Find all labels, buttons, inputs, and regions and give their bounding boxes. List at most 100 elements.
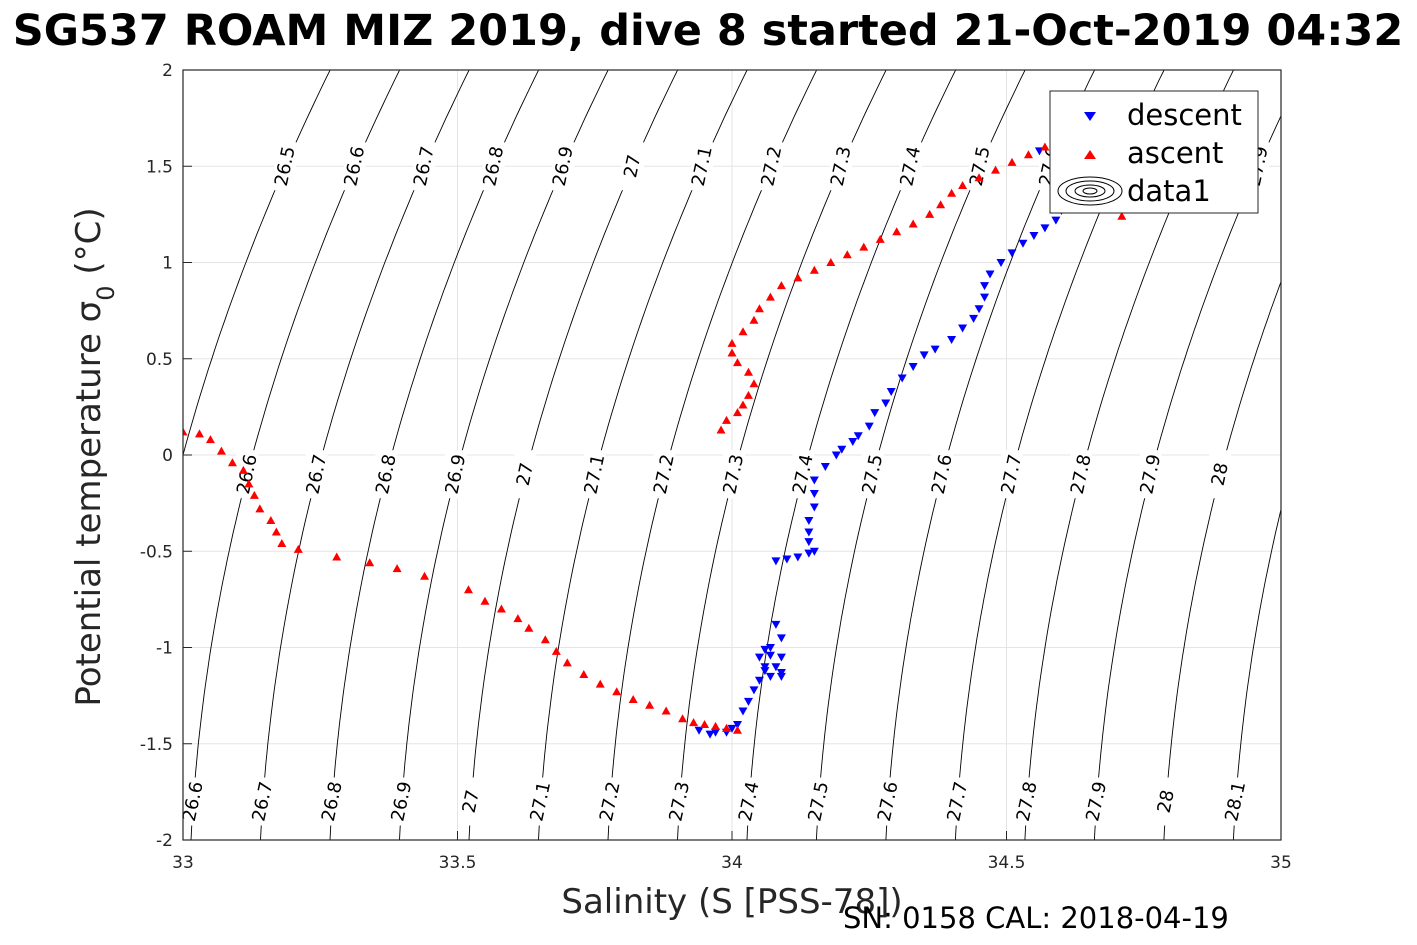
descent-point — [947, 336, 957, 344]
isopycnal-label: 26.9 — [441, 450, 470, 499]
descent-point — [897, 374, 907, 383]
descent-point — [804, 528, 814, 537]
ascent-point — [859, 242, 869, 251]
x-tick-label: 33.5 — [439, 853, 477, 873]
descent-point — [694, 726, 704, 735]
ascent-point — [793, 273, 803, 282]
ascent-point — [974, 173, 984, 182]
ascent-point — [595, 679, 605, 688]
ascent-point — [183, 427, 188, 436]
isopycnal-label: 27.6 — [928, 450, 957, 499]
descent-point — [969, 314, 979, 323]
ascent-point — [628, 694, 638, 703]
chart-title: SG537 ROAM MIZ 2019, dive 8 started 21-O… — [13, 6, 1404, 56]
isopycnal-label: 26.7 — [248, 777, 277, 826]
isopycnal-label: 27.1 — [580, 450, 609, 499]
descent-point — [853, 432, 863, 441]
ascent-point — [1023, 150, 1033, 159]
ascent-point — [722, 415, 732, 424]
isopycnal-label: 27 — [620, 142, 645, 191]
isopycnal-label: 28 — [1154, 777, 1179, 826]
ascent-point — [776, 281, 786, 290]
y-tick-label: -2 — [156, 831, 173, 851]
ascent-point — [496, 604, 506, 613]
ascent-point — [749, 315, 759, 324]
descent-point — [809, 490, 819, 498]
descent-point — [980, 282, 990, 291]
descent-point — [820, 463, 830, 472]
legend-descent-marker — [1084, 112, 1096, 121]
descent-point — [771, 663, 781, 672]
descent-point — [837, 445, 847, 454]
y-tick-label: 1 — [162, 254, 173, 274]
ascent-point — [645, 700, 655, 709]
descent-point — [765, 651, 775, 660]
descent-point — [793, 553, 803, 562]
svg-text:27: 27 — [513, 461, 538, 488]
isopycnal-label: 27 — [513, 450, 538, 499]
descent-point — [1018, 239, 1028, 248]
descent-point — [754, 676, 764, 685]
isopycnal-label: 27.5 — [804, 777, 833, 826]
descent-point — [782, 555, 792, 564]
isopycnal-label: 26.6 — [179, 777, 208, 826]
x-axis-label: Salinity (S [PSS-78]) — [561, 882, 902, 922]
ascent-point — [743, 390, 753, 399]
svg-text:27: 27 — [459, 788, 484, 815]
ascent-point — [925, 209, 935, 218]
isopycnal-label: 26.6 — [233, 450, 262, 499]
ascent-point — [738, 400, 748, 409]
isopycnal-label: 27.7 — [943, 777, 972, 826]
ascent-point — [277, 539, 287, 548]
isopycnal-label: 26.8 — [479, 142, 508, 191]
ascent-point — [661, 706, 671, 715]
isopycnal-label: 27.3 — [665, 777, 694, 826]
isopycnal-label: 28.1 — [1221, 777, 1250, 826]
descent-point — [809, 476, 819, 485]
descent-point — [732, 721, 742, 729]
isopycnal-label: 27.4 — [896, 142, 925, 191]
ascent-point — [365, 558, 375, 567]
ascent-point — [738, 327, 748, 336]
legend-ascent-label: ascent — [1127, 136, 1223, 170]
ascent-point — [936, 200, 946, 209]
ascent-point — [194, 429, 204, 438]
descent-point — [771, 557, 781, 566]
x-tick-label: 34 — [721, 853, 743, 873]
descent-point — [831, 451, 841, 460]
descent-point — [996, 259, 1006, 267]
isopycnal-label: 27.1 — [526, 777, 555, 826]
ascent-point — [238, 465, 248, 474]
descent-point — [848, 438, 858, 447]
ascent-point — [612, 687, 622, 696]
descent-point — [804, 549, 814, 558]
ascent-point — [332, 552, 342, 561]
isopycnal-label: 26.8 — [318, 777, 347, 826]
ascent-point — [875, 234, 885, 243]
ascent-point — [743, 367, 753, 376]
legend: descent ascent data1 — [1049, 90, 1259, 214]
isopycnal-label: 27.9 — [1082, 777, 1111, 826]
y-axis-label-subscript: 0 — [92, 285, 120, 300]
ascent-point — [809, 265, 819, 274]
descent-point — [985, 270, 995, 279]
isopycnal-label: 27.8 — [1013, 777, 1042, 826]
ascent-point — [249, 490, 259, 499]
ascent-point — [722, 723, 732, 732]
isopycnal-label: 26.5 — [271, 142, 300, 191]
descent-point — [974, 305, 984, 314]
ascent-point — [293, 544, 303, 553]
x-tick-label: 35 — [1270, 853, 1292, 873]
descent-point — [771, 620, 781, 629]
isopycnal-label: 28 — [1208, 450, 1233, 499]
y-axis-label-unit: (°C) — [69, 207, 109, 285]
isopycnal-label: 27.3 — [827, 142, 856, 191]
ascent-point — [842, 250, 852, 259]
ascent-point — [732, 408, 742, 417]
descent-point — [760, 645, 770, 654]
descent-point — [1040, 224, 1050, 233]
ascent-point — [732, 725, 742, 734]
isopycnal-label: 26.9 — [549, 142, 578, 191]
isopycnal-label: 26.8 — [372, 450, 401, 499]
isopycnal-label: 26.7 — [410, 142, 439, 191]
